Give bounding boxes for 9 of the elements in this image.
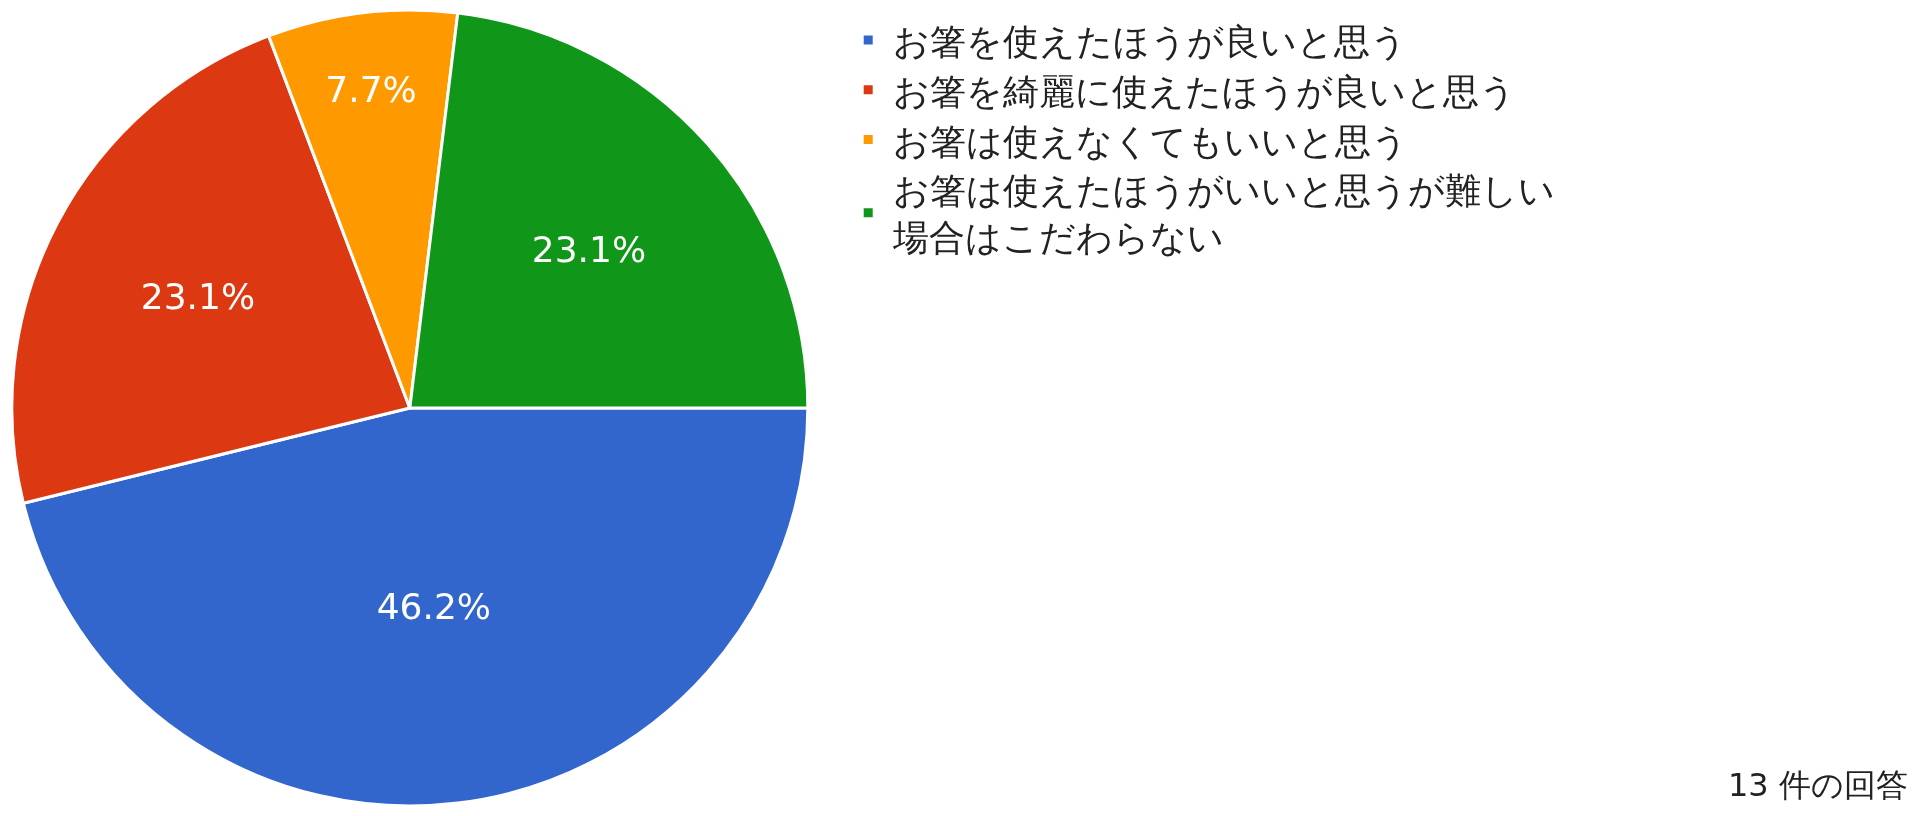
data-label: 23.1%	[531, 228, 647, 270]
legend-label: お箸は使えたほうがいいと思うが難しい場合はこだわらない	[892, 170, 1556, 259]
data-label: 23.1%	[140, 276, 256, 318]
text: 13 件の回答	[1728, 766, 1908, 804]
data-label: 46.2%	[376, 585, 492, 627]
legend-label: お箸は使えなくてもいいと思う	[893, 120, 1409, 162]
data-label: 7.7%	[325, 68, 417, 110]
legend-label: お箸を綺麗に使えたほうが良いと思う	[893, 70, 1517, 112]
legend-label: お箸を使えたほうが良いと思う	[893, 20, 1408, 62]
